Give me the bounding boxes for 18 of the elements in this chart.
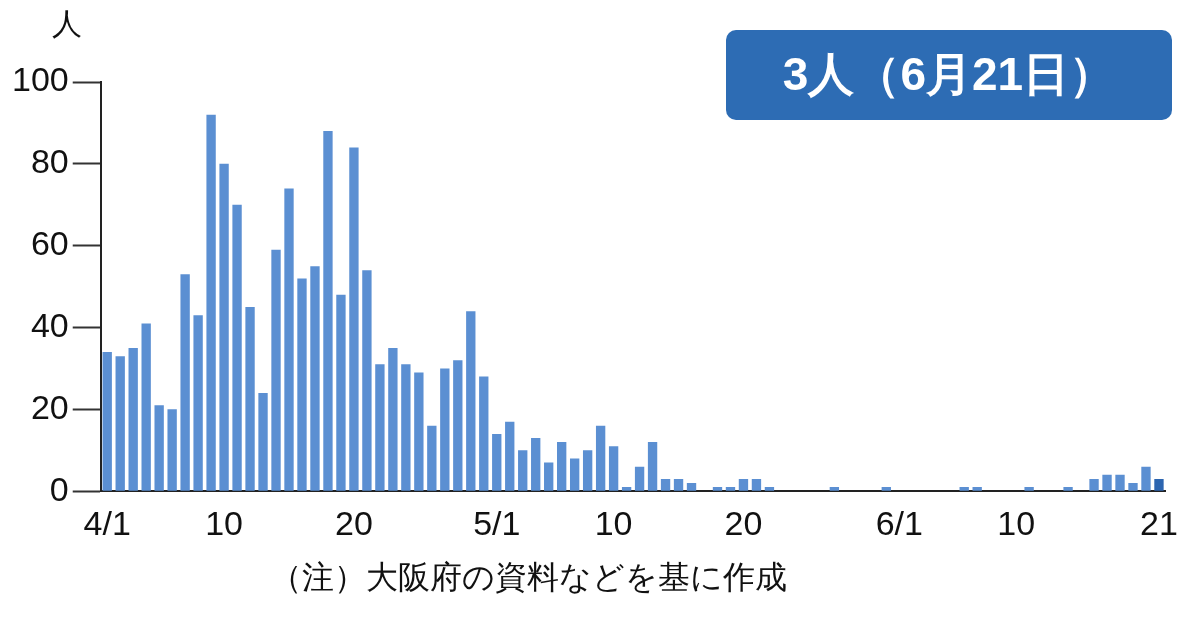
y-tick-label: 0 (49, 469, 69, 508)
x-tick-label: 4/1 (83, 503, 131, 542)
x-tick-label: 10 (205, 503, 243, 542)
y-tick-label: 80 (30, 142, 69, 181)
x-tick-label: 5/1 (473, 503, 521, 542)
y-tick-label: 100 (11, 60, 69, 99)
x-tick-label: 10 (594, 503, 633, 542)
x-tick-label: 10 (997, 503, 1036, 542)
x-tick-label: 21 (1140, 503, 1178, 542)
y-tick-label: 20 (30, 387, 69, 426)
annotation: 3人（6月21日） (726, 30, 1172, 120)
y-axis-title: 人 (52, 6, 82, 42)
x-tick-label: 20 (724, 503, 763, 542)
y-tick-label: 60 (30, 224, 69, 263)
text: （注）大阪府の資料などを基に作成 (270, 558, 787, 597)
y-tick-label: 40 (30, 305, 69, 344)
x-tick-label: 20 (335, 503, 373, 542)
x-tick-label: 6/1 (875, 503, 923, 542)
